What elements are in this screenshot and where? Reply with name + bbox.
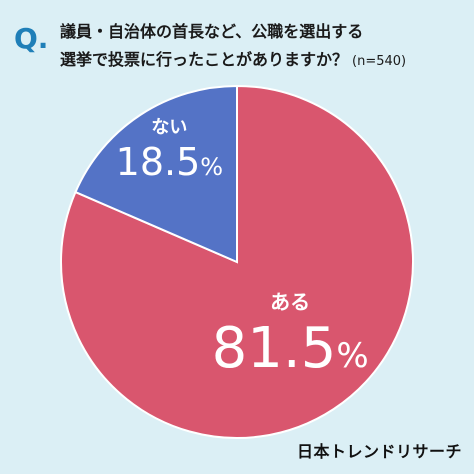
slice-label-0: ある	[270, 290, 310, 314]
question-line-1: 議員・自治体の首長など、公職を選出する	[60, 22, 364, 41]
sample-size: (n=540)	[352, 54, 407, 69]
brand-logo: 日本トレンドリサーチ	[296, 442, 462, 461]
slice-label-1: ない	[151, 117, 187, 138]
pie-slice-1	[74, 84, 238, 264]
slice-value-1: 18.5%	[116, 140, 223, 184]
question-line-2-text: 選挙で投票に行ったことがありますか？	[60, 50, 349, 69]
question-marker: Q.	[14, 22, 49, 55]
question-header: Q. 議員・自治体の首長など、公職を選出する 選挙で投票に行ったことがありますか…	[10, 8, 470, 70]
question-line-2: 選挙で投票に行ったことがありますか？ (n=540)	[60, 46, 406, 70]
slice-value-0: 81.5%	[212, 316, 369, 381]
